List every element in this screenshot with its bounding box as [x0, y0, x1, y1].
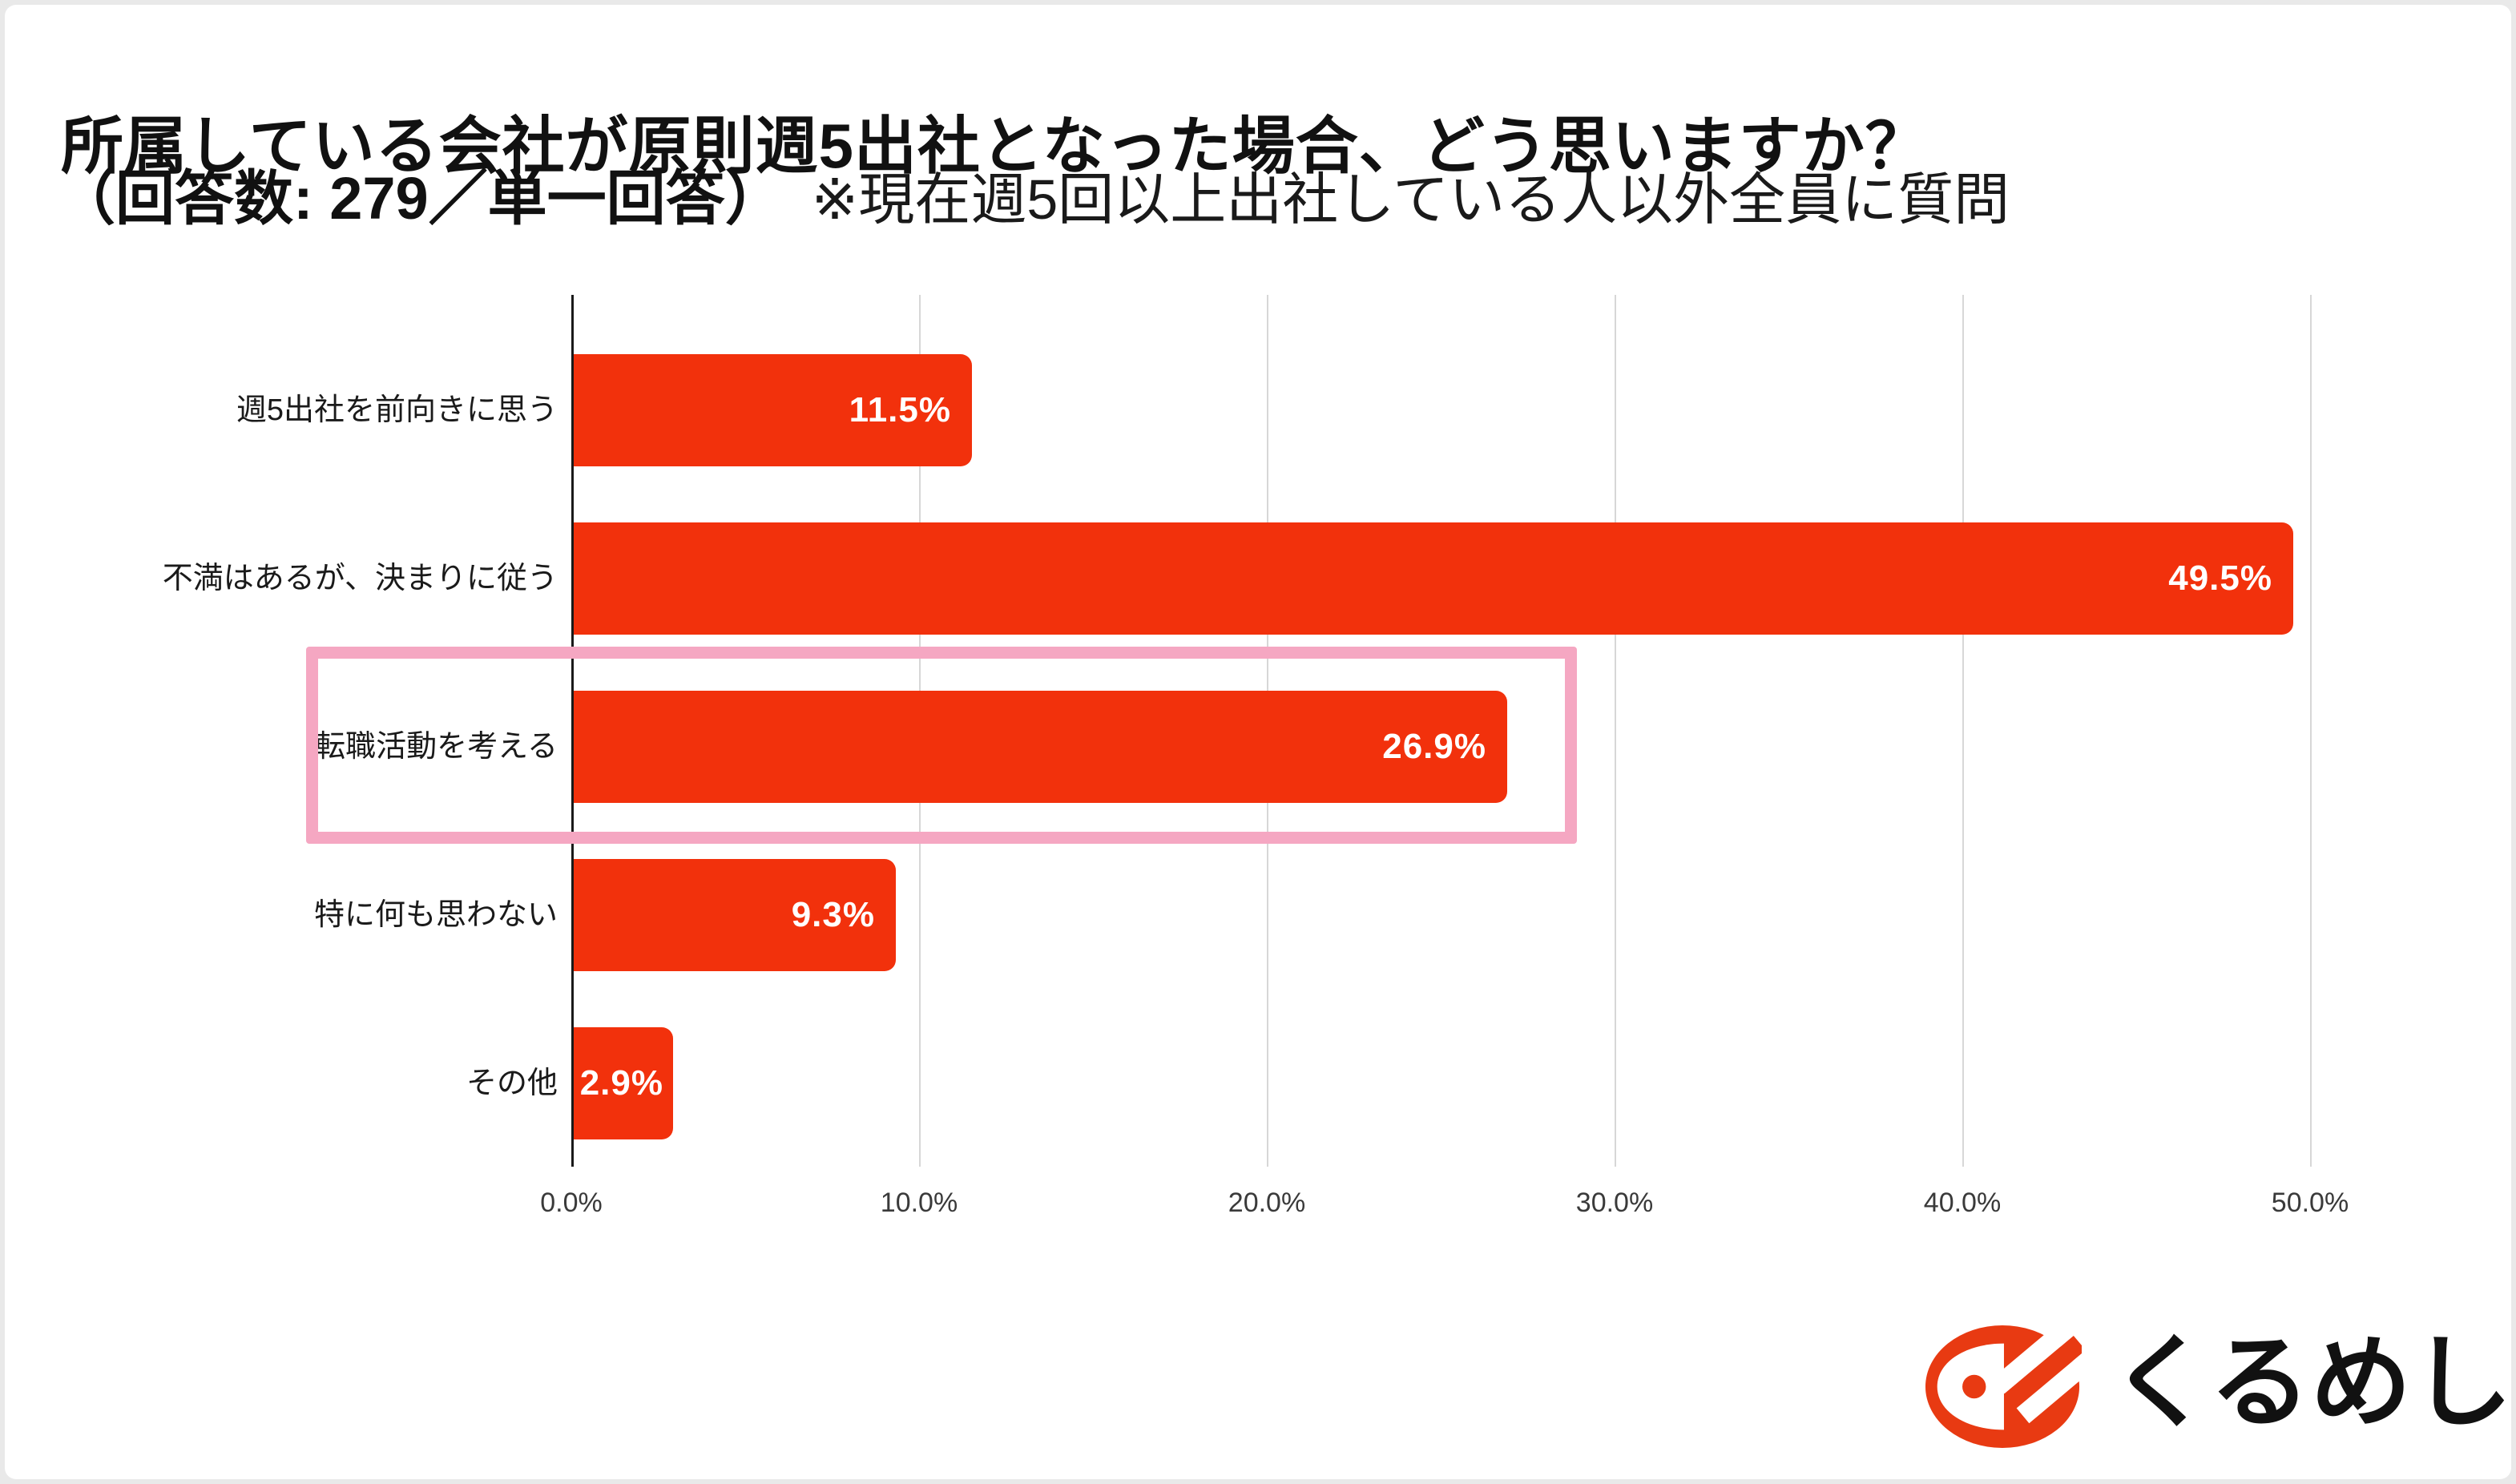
x-tick-label: 30.0%: [1575, 1188, 1654, 1218]
category-label: 転職活動を考える: [315, 730, 558, 764]
chart-title: 所属している会社が原則週5出社となった場合、どう思いますか？: [61, 111, 1929, 182]
category-label: 特に何も思わない: [313, 898, 558, 932]
gridline-50.0%: [2310, 295, 2312, 1167]
gridline-40.0%: [1962, 295, 1964, 1167]
bar-転職活動を考える: 26.9%: [572, 691, 1507, 803]
kurumeshi-logo-mark: [1925, 1324, 2082, 1448]
x-tick-label: 20.0%: [1228, 1188, 1306, 1218]
x-tick-label: 0.0%: [540, 1188, 603, 1218]
bar-value-label: 11.5%: [849, 390, 951, 429]
response-count-label: （回答数: 279／単一回答）: [56, 165, 784, 232]
category-label: 不満はあるが、決まりに従う: [162, 562, 558, 595]
category-label: その他: [466, 1067, 558, 1100]
bar-週5出社を前向きに思う: 11.5%: [572, 354, 972, 466]
bar-不満はあるが、決まりに従う: 49.5%: [572, 522, 2293, 635]
bar-value-label: 2.9%: [579, 1063, 663, 1103]
x-tick-label: 50.0%: [2271, 1188, 2349, 1218]
bar-value-label: 49.5%: [2168, 559, 2272, 598]
gridline-30.0%: [1615, 295, 1616, 1167]
x-tick-label: 10.0%: [880, 1188, 958, 1218]
chart-subtitle: （回答数: 279／単一回答） ※現在週5回以上出社している人以外全員に質問: [56, 151, 2010, 236]
bar-value-label: 26.9%: [1382, 727, 1486, 766]
subtitle-note: ※現在週5回以上出社している人以外全員に質問: [811, 168, 2010, 231]
y-axis-line: [571, 295, 574, 1167]
bar-value-label: 9.3%: [791, 895, 875, 934]
kurumeshi-logo: くるめし: [1925, 1321, 2512, 1452]
category-label: 週5出社を前向きに思う: [236, 393, 558, 427]
kurumeshi-logo-text: くるめし: [2111, 1326, 2513, 1439]
x-tick-label: 40.0%: [1923, 1188, 2002, 1218]
highlight-box: [306, 647, 1577, 844]
bar-特に何も思わない: 9.3%: [572, 859, 896, 971]
bar-その他: 2.9%: [572, 1027, 673, 1139]
